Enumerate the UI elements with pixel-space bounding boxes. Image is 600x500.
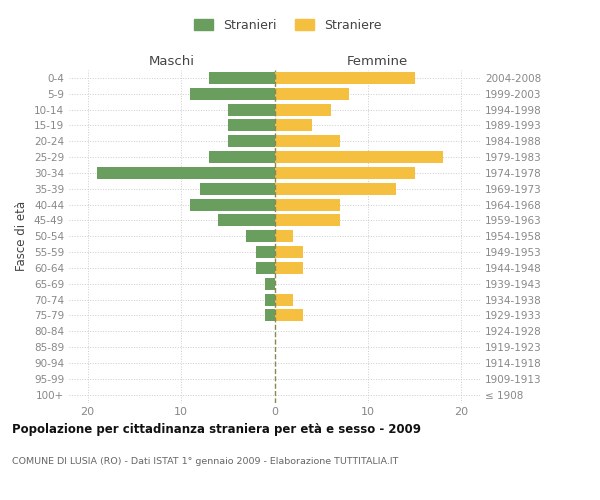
Bar	[200, 183, 275, 194]
Bar	[265, 310, 275, 322]
Bar	[275, 310, 302, 322]
Bar	[275, 183, 396, 194]
Bar	[275, 230, 293, 242]
Bar	[275, 72, 415, 84]
Bar	[275, 104, 331, 116]
Legend: Stranieri, Straniere: Stranieri, Straniere	[190, 14, 386, 37]
Bar	[265, 278, 275, 289]
Bar	[228, 120, 275, 132]
Bar	[97, 167, 275, 179]
Y-axis label: Fasce di età: Fasce di età	[16, 201, 28, 272]
Bar	[275, 167, 415, 179]
Bar	[275, 136, 340, 147]
Bar	[275, 246, 302, 258]
Bar	[256, 246, 275, 258]
Bar	[275, 120, 312, 132]
Bar	[275, 198, 340, 210]
Bar	[275, 88, 349, 100]
Text: COMUNE DI LUSIA (RO) - Dati ISTAT 1° gennaio 2009 - Elaborazione TUTTITALIA.IT: COMUNE DI LUSIA (RO) - Dati ISTAT 1° gen…	[12, 458, 398, 466]
Text: Maschi: Maschi	[149, 56, 195, 68]
Bar	[190, 88, 275, 100]
Bar	[247, 230, 275, 242]
Bar	[275, 214, 340, 226]
Bar	[190, 198, 275, 210]
Bar	[228, 104, 275, 116]
Bar	[256, 262, 275, 274]
Bar	[209, 72, 275, 84]
Bar	[209, 151, 275, 163]
Bar	[218, 214, 275, 226]
Bar	[228, 136, 275, 147]
Bar	[265, 294, 275, 306]
Bar	[275, 262, 302, 274]
Text: Popolazione per cittadinanza straniera per età e sesso - 2009: Popolazione per cittadinanza straniera p…	[12, 422, 421, 436]
Bar	[275, 294, 293, 306]
Bar	[275, 151, 443, 163]
Text: Femmine: Femmine	[347, 56, 408, 68]
